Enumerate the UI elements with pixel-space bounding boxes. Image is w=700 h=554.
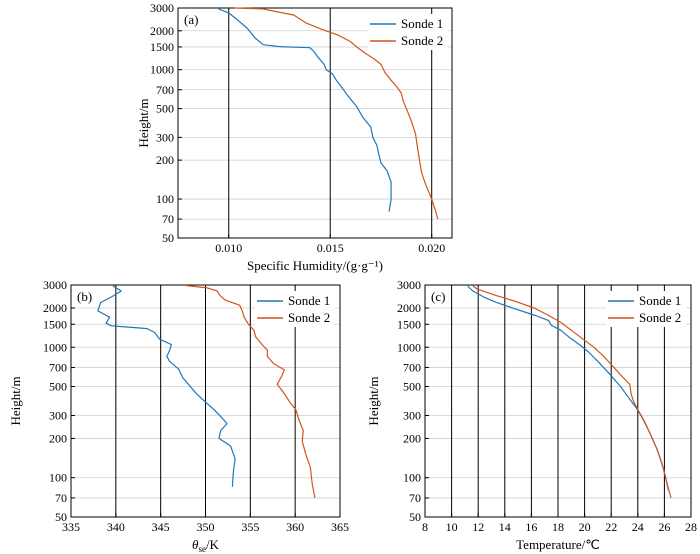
x-tick-label: 26 [658,520,670,534]
legend-label: Sonde 1 [288,293,330,308]
x-tick-label: 12 [472,520,484,534]
y-tick-label: 2000 [150,24,174,38]
x-tick-label: 345 [152,520,170,534]
y-tick-label: 1000 [397,340,421,354]
x-tick-label: 360 [286,520,304,534]
legend-label: Sonde 1 [639,293,681,308]
x-axis-label: Temperature/℃ [516,537,600,552]
y-tick-label: 500 [156,102,174,116]
y-tick-label: 700 [156,83,174,97]
y-tick-label: 1000 [43,340,67,354]
y-axis-label: Height/m [136,98,151,147]
legend-label: Sonde 2 [288,310,330,325]
y-tick-label: 100 [156,192,174,206]
x-tick-label: 0.020 [418,241,445,255]
y-tick-label: 2000 [397,301,421,315]
y-tick-label: 500 [403,380,421,394]
x-axis-label: θse/K [192,537,220,554]
y-tick-label: 500 [49,380,67,394]
plot-frame [177,7,453,239]
y-tick-label: 300 [49,408,67,422]
y-tick-label: 50 [55,510,67,524]
legend-box [255,291,335,327]
x-tick-label: 365 [331,520,349,534]
x-tick-label: 20 [579,520,591,534]
y-axis-label: Height/m [8,376,23,425]
panel-label: (b) [77,289,92,304]
panel-label: (c) [431,289,445,304]
x-tick-label: 355 [241,520,259,534]
series-line-1 [218,8,392,212]
y-tick-label: 3000 [43,278,67,292]
x-tick-label: 16 [525,520,537,534]
x-tick-label: 22 [605,520,617,534]
y-tick-label: 700 [403,360,421,374]
y-tick-label: 50 [162,231,174,245]
y-tick-label: 1000 [150,63,174,77]
legend-box [368,14,448,50]
x-tick-label: 0.015 [317,241,344,255]
x-tick-label: 10 [446,520,458,534]
x-tick-label: 24 [632,520,644,534]
y-tick-label: 1500 [397,317,421,331]
y-tick-label: 100 [403,471,421,485]
y-tick-label: 70 [55,491,67,505]
chart-panel-b: 335 340 345 350 355 360 365 50 70 100 200 300 500 700… [8,278,349,554]
chart-panel-c: 8 10 12 14 16 18 20 22 24 26 28 50 70 100 200 300 500 700… [366,278,697,552]
y-tick-label: 70 [409,491,421,505]
series-line-1 [97,285,236,487]
y-tick-label: 100 [49,471,67,485]
x-tick-label: 8 [422,520,428,534]
y-tick-label: 1500 [150,40,174,54]
legend-label: Sonde 1 [401,16,443,31]
y-tick-label: 200 [156,153,174,167]
y-tick-label: 50 [409,510,421,524]
chart-panel-a: 0.010 0.015 0.020 50 70 100 200 300 500 700 1000 15… [136,1,453,273]
y-tick-label: 200 [403,431,421,445]
x-axis-label: Specific Humidity/(g·g⁻¹) [247,258,383,273]
y-tick-label: 1500 [43,317,67,331]
x-tick-label: 14 [499,520,511,534]
series-line-2 [234,7,439,220]
legend-label: Sonde 2 [639,310,681,325]
y-tick-label: 2000 [43,301,67,315]
y-tick-label: 200 [49,431,67,445]
series-line-2 [472,285,672,499]
series-line-2 [184,284,316,499]
x-tick-label: 28 [685,520,697,534]
y-tick-label: 3000 [150,1,174,15]
y-tick-label: 3000 [397,278,421,292]
legend-label: Sonde 2 [401,33,443,48]
x-axis-label-symbol: θ [192,537,199,552]
x-tick-label: 18 [552,520,564,534]
legend-box [606,291,686,327]
panel-label: (a) [184,12,198,27]
y-tick-label: 300 [156,130,174,144]
x-tick-label: 0.010 [215,241,242,255]
x-tick-label: 340 [107,520,125,534]
y-tick-label: 700 [49,360,67,374]
y-axis-label: Height/m [366,376,381,425]
x-axis-label-unit: /K [206,537,220,552]
x-axis-label-subscript: se [198,544,206,554]
x-tick-label: 335 [62,520,80,534]
x-tick-label: 350 [197,520,215,534]
y-tick-label: 70 [162,212,174,226]
y-tick-label: 300 [403,408,421,422]
